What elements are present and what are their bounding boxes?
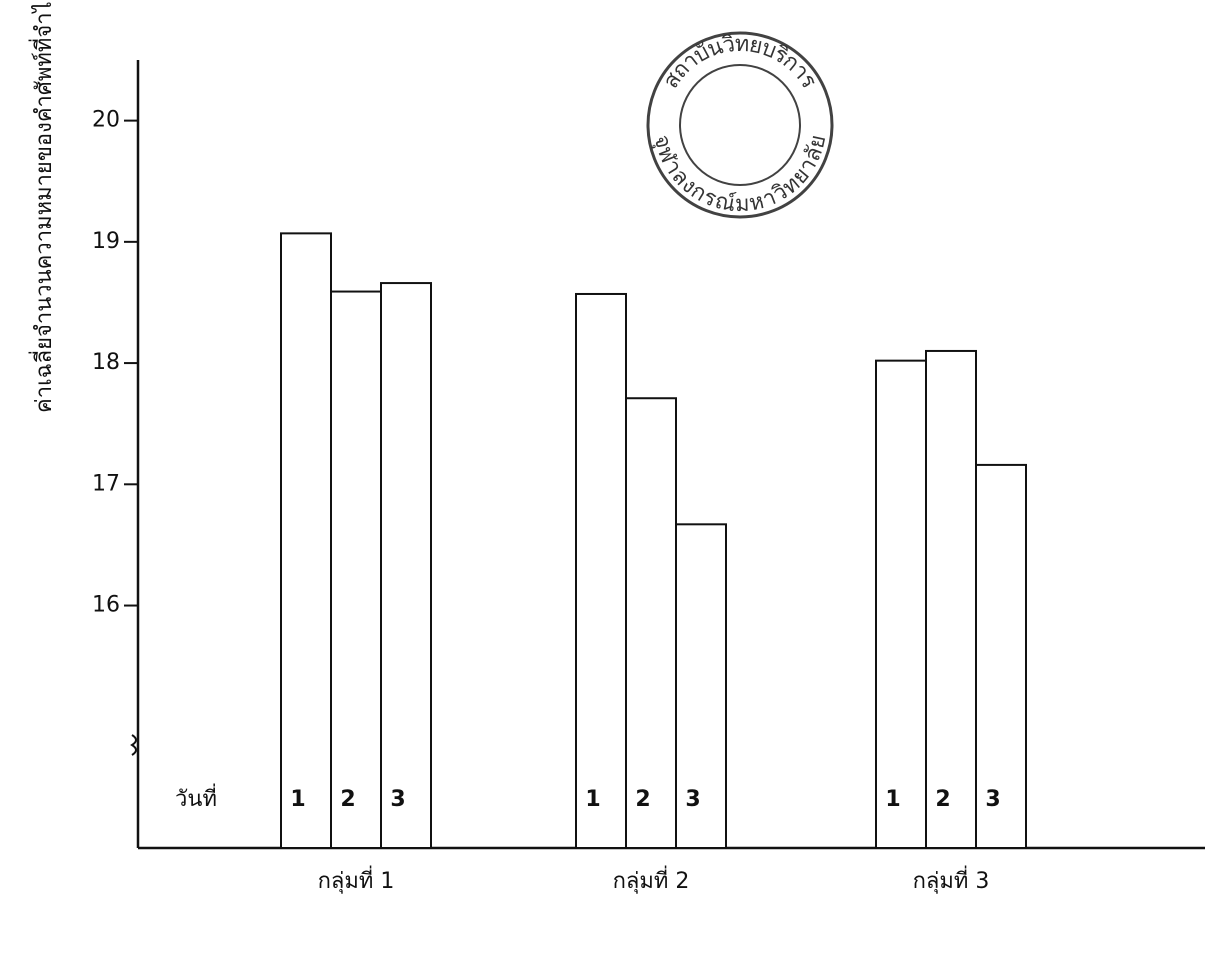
y-tick-label: 20	[92, 108, 120, 133]
y-tick-label: 17	[92, 471, 120, 496]
y-tick-label: 19	[92, 229, 120, 254]
stamp-text: สถาบันวิทยบริการ	[659, 32, 822, 93]
stamp-ring	[680, 65, 800, 185]
x-tick-label: กลุ่มที่ 2	[613, 865, 690, 894]
series-label: 3	[685, 787, 700, 812]
y-axis-label: ค่าเฉลี่ยจำนวนความหมายของคำศัพท์ที่จำได้	[28, 0, 57, 413]
bar	[381, 283, 431, 848]
series-label: 3	[985, 787, 1000, 812]
bar	[926, 351, 976, 848]
series-label: 2	[935, 787, 950, 812]
stamp-text: จุฬาลงกรณ์มหาวิทยาลัย	[649, 133, 832, 218]
bar	[331, 292, 381, 848]
bar	[876, 361, 926, 848]
stamp-text: สถาบันวิทยบริการ	[659, 32, 822, 93]
stamp: สถาบันวิทยบริการ จุฬาลงกรณ์มหาวิทยาลัย	[648, 32, 832, 217]
series-label: 1	[585, 787, 600, 812]
series-label: 2	[340, 787, 355, 812]
chart: สถาบันวิทยบริการ จุฬาลงกรณ์มหาวิทยาลัย ค…	[0, 0, 1205, 955]
series-label: 3	[390, 787, 405, 812]
bar	[676, 524, 726, 848]
y-tick-label: 16	[92, 593, 120, 618]
bar	[576, 294, 626, 848]
stamp-text: จุฬาลงกรณ์มหาวิทยาลัย	[649, 133, 832, 218]
x-tick-label: กลุ่มที่ 1	[318, 865, 395, 894]
x-tick-label: กลุ่มที่ 3	[913, 865, 990, 894]
bar	[281, 233, 331, 848]
series-label: 1	[290, 787, 305, 812]
bar	[626, 398, 676, 848]
axis-break	[132, 735, 136, 755]
x-axis-label: วันที่	[175, 783, 217, 812]
bar	[976, 465, 1026, 848]
y-tick-label: 18	[92, 350, 120, 375]
series-label: 1	[885, 787, 900, 812]
series-label: 2	[635, 787, 650, 812]
